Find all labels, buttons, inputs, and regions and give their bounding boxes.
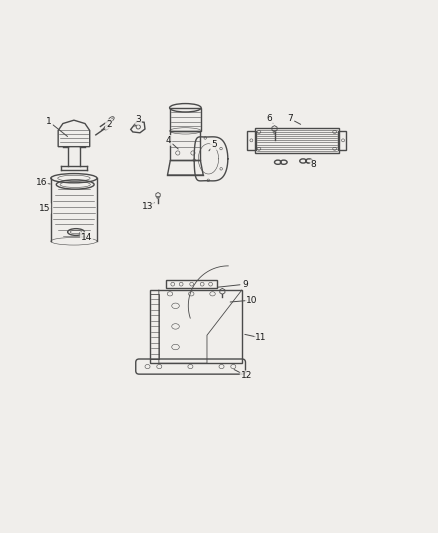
Bar: [170, 131, 201, 160]
Bar: [166, 280, 217, 288]
Bar: [150, 294, 159, 359]
Bar: [150, 289, 242, 363]
Text: 7: 7: [287, 114, 293, 123]
Bar: [247, 131, 256, 150]
Bar: [255, 128, 339, 153]
Text: 5: 5: [211, 140, 217, 149]
Text: 6: 6: [267, 114, 272, 123]
Text: 3: 3: [135, 115, 141, 124]
Text: 10: 10: [246, 296, 258, 305]
Text: 13: 13: [142, 202, 153, 211]
Text: 11: 11: [255, 334, 267, 343]
Text: 2: 2: [106, 120, 112, 129]
Text: 8: 8: [311, 160, 317, 169]
Text: 15: 15: [39, 204, 50, 213]
Text: 16: 16: [36, 178, 47, 187]
Text: 4: 4: [166, 136, 171, 145]
Bar: [170, 108, 201, 131]
Bar: [338, 131, 346, 150]
Text: 1: 1: [46, 117, 52, 126]
Text: 9: 9: [243, 280, 248, 289]
Text: 12: 12: [240, 372, 252, 381]
Text: 14: 14: [81, 232, 92, 241]
